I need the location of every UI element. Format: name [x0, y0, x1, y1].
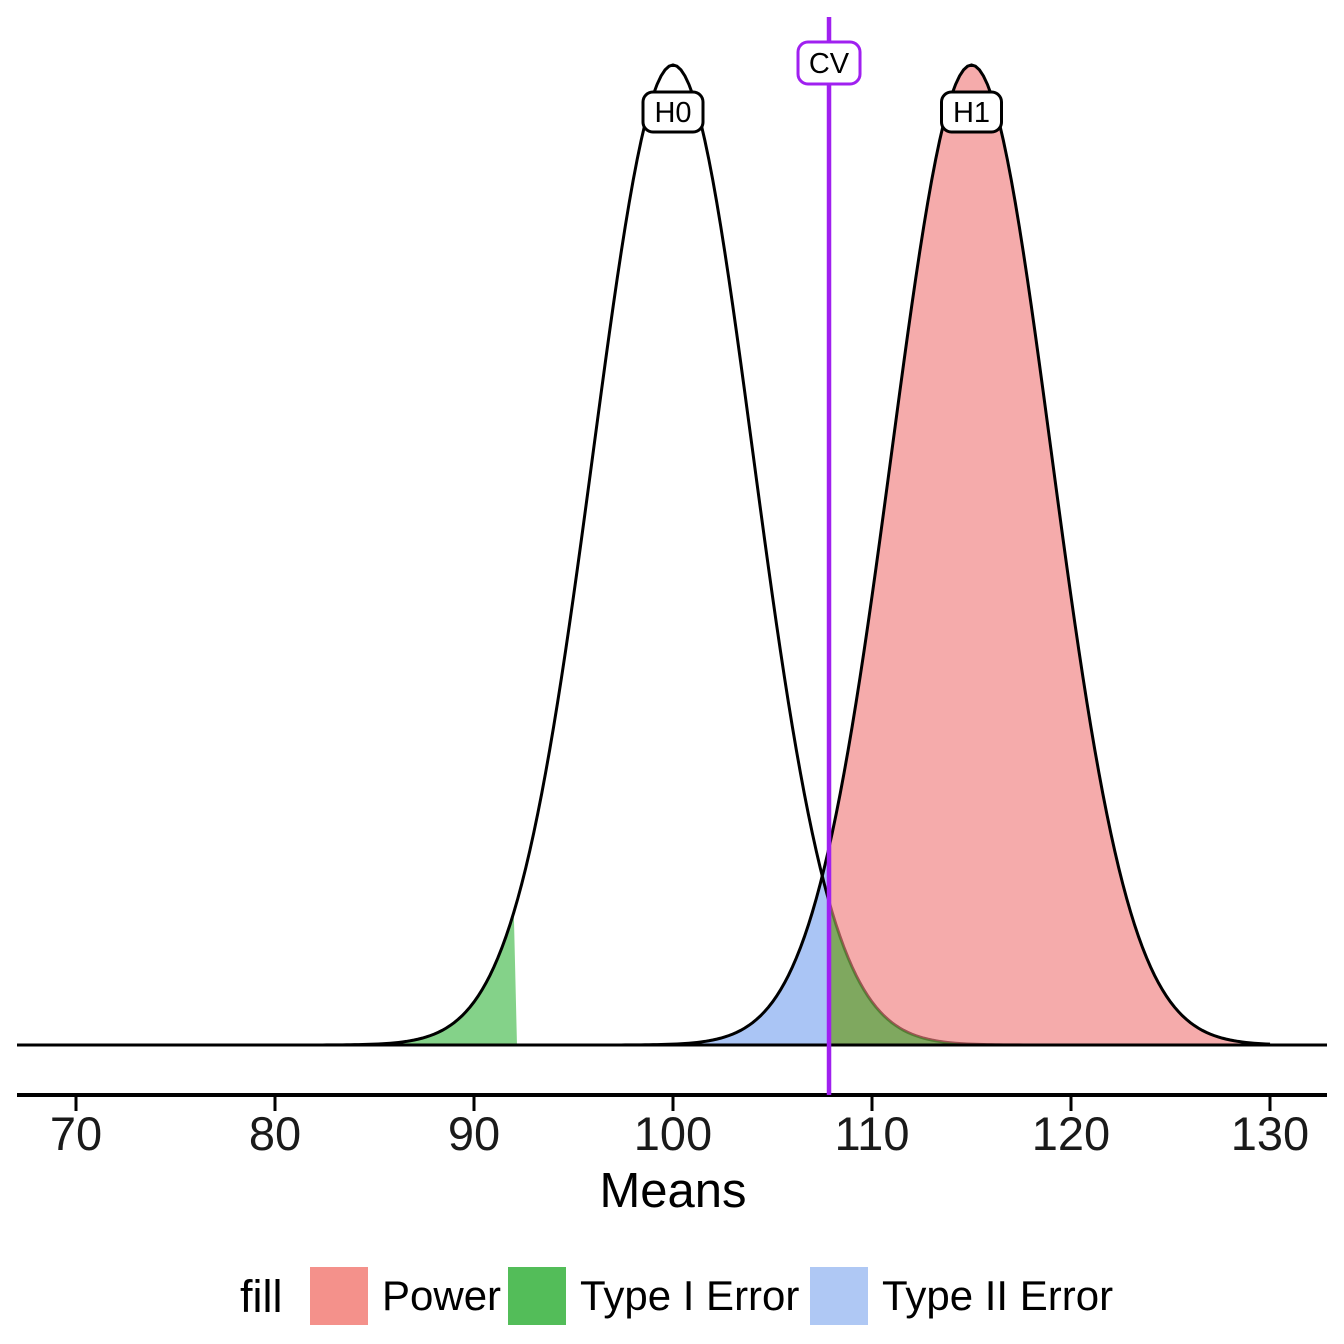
legend-swatch-type-ii-error	[810, 1267, 868, 1325]
x-axis-ticks: 70 80 90 100 110 120 130	[50, 1095, 1309, 1160]
legend-label-type-ii-error: Type II Error	[882, 1272, 1113, 1319]
power-region	[829, 65, 1270, 1046]
cv-label-text: CV	[809, 48, 850, 80]
x-axis-tick-label: 100	[634, 1107, 712, 1160]
legend-swatch-power	[310, 1267, 368, 1325]
legend-title: fill	[240, 1271, 283, 1322]
h1-label: H1	[940, 90, 1003, 134]
x-axis-tick-label: 120	[1032, 1107, 1110, 1160]
plot-area	[17, 63, 1327, 1047]
h1-label-box	[940, 90, 1003, 134]
h1-label-text: H1	[953, 97, 990, 129]
x-axis-tick-label: 130	[1231, 1107, 1309, 1160]
cv-label: CV	[796, 40, 862, 86]
legend-label-power: Power	[382, 1272, 501, 1319]
legend-label-type-i-error: Type I Error	[580, 1272, 799, 1319]
x-axis-tick-label: 90	[448, 1107, 500, 1160]
cv-label-box	[796, 40, 862, 86]
legend-swatch-type-i-error	[508, 1267, 566, 1325]
h0-label-box	[641, 90, 705, 134]
legend: fill Power Type I Error Type II Error	[240, 1267, 1113, 1325]
x-axis-tick-label: 70	[50, 1107, 102, 1160]
h0-label-text: H0	[654, 97, 691, 129]
x-axis-title: Means	[599, 1164, 746, 1218]
x-axis-tick-label: 110	[835, 1107, 910, 1160]
x-axis: 70 80 90 100 110 120 130 Means	[17, 1093, 1327, 1218]
type-i-error-region-right	[829, 901, 1270, 1045]
x-axis-tick-label: 80	[249, 1107, 301, 1160]
type-ii-error-region	[76, 851, 830, 1045]
type-i-error-region-left	[76, 912, 517, 1045]
h0-label: H0	[641, 90, 705, 134]
